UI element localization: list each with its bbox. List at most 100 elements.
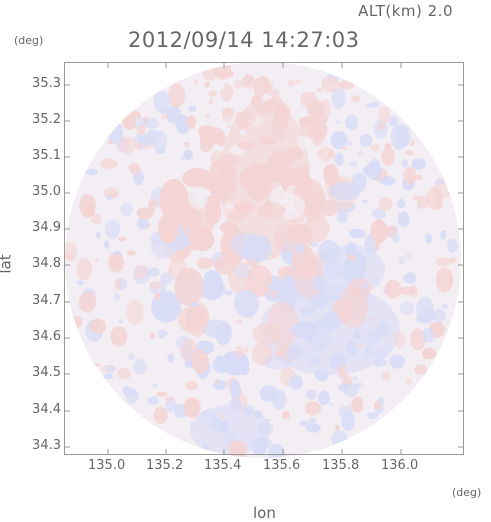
echo-blob [110,326,128,347]
y-tick-label: 34.9 [32,220,61,235]
echo-blob [417,195,429,209]
echo-blob [405,253,412,259]
echo-blob [357,344,362,348]
y-tick-label: 35.3 [32,76,61,91]
echo-blob [207,158,237,203]
echo-blob [295,79,301,84]
echo-blob [300,306,316,316]
echo-blob [342,255,364,285]
echo-blob [331,87,347,110]
echo-blob [113,292,121,301]
echo-blob [253,410,263,420]
echo-blob [214,84,225,90]
echo-blob [65,253,75,260]
echo-blob [371,208,386,219]
y-tick-label: 35.1 [32,148,61,163]
echo-blob [160,272,173,285]
echo-blob [312,274,326,291]
echo-blob [297,135,313,151]
echo-blob [172,204,200,227]
echo-blob [311,92,316,96]
echo-blob [356,381,363,388]
echo-blob [334,152,344,166]
echo-blob [337,364,347,378]
echo-blob [148,198,158,211]
echo-blob [398,255,406,265]
echo-blob [113,278,122,291]
echo-blob [198,125,211,138]
echo-blob [252,323,281,344]
echo-blob [346,341,358,356]
echo-blob [304,401,322,416]
echo-blob [222,108,235,116]
echo-blob [291,321,319,339]
echo-blob [327,149,336,160]
echo-blob [285,344,303,360]
y-axis-unit: (deg) [14,34,44,47]
echo-blob [153,406,168,424]
echo-blob [149,281,163,289]
echo-blob [200,409,216,419]
echo-blob [302,168,307,173]
echo-blob [410,287,419,298]
plot-frame [64,62,464,455]
echo-blob [323,164,334,180]
echo-blob [348,254,356,262]
scan-timestamp: 2012/09/14 14:27:03 [128,28,360,52]
echo-blob [323,158,330,163]
echo-blob [344,114,359,130]
echo-blob [352,376,358,381]
x-tick-label: 135.0 [88,458,126,473]
echo-blob [196,257,214,269]
echo-blob [183,149,194,161]
echo-blob [147,396,159,405]
echo-blob [309,357,320,366]
echo-blob [118,319,123,325]
echo-blob [318,240,340,263]
y-tick-label: 34.3 [32,438,61,453]
echo-blob [117,368,131,380]
echo-blob [152,130,168,153]
y-tick-label: 34.6 [32,329,61,344]
echo-blob [349,161,358,168]
echo-blob [151,239,177,259]
echo-blob [347,402,364,411]
echo-blob [335,425,340,432]
echo-blob [391,149,396,154]
echo-blob [187,105,197,112]
echo-blob [103,187,120,199]
echo-blob [378,106,391,124]
echo-blob [403,272,417,284]
echo-blob [166,105,182,124]
echo-blob [226,125,233,129]
echo-blob [219,69,234,78]
echo-blob [299,420,308,427]
echo-blob [89,291,94,295]
echo-blob [161,113,168,120]
echo-blob [180,157,185,161]
echo-blob [212,356,229,374]
echo-blob [228,398,243,412]
echo-blob [263,355,292,370]
echo-blob [425,233,433,244]
echo-blob [353,330,362,340]
echo-blob [287,79,296,87]
echo-blob [126,299,144,326]
x-tick-label: 135.4 [204,458,242,473]
echo-blob [295,183,302,193]
y-tick-label: 34.5 [32,365,61,380]
echo-blob [338,80,355,90]
echo-blob [168,256,187,280]
echo-blob [323,252,332,263]
echo-blob [239,130,247,136]
echo-blob [109,255,121,268]
echo-blob [410,328,426,351]
echo-blob [220,351,250,376]
y-tick-label: 34.4 [32,402,61,417]
echo-blob [95,231,101,240]
echo-blob [347,142,352,146]
echo-blob [168,83,186,108]
echo-blob [421,347,437,360]
echo-blob [205,113,210,117]
